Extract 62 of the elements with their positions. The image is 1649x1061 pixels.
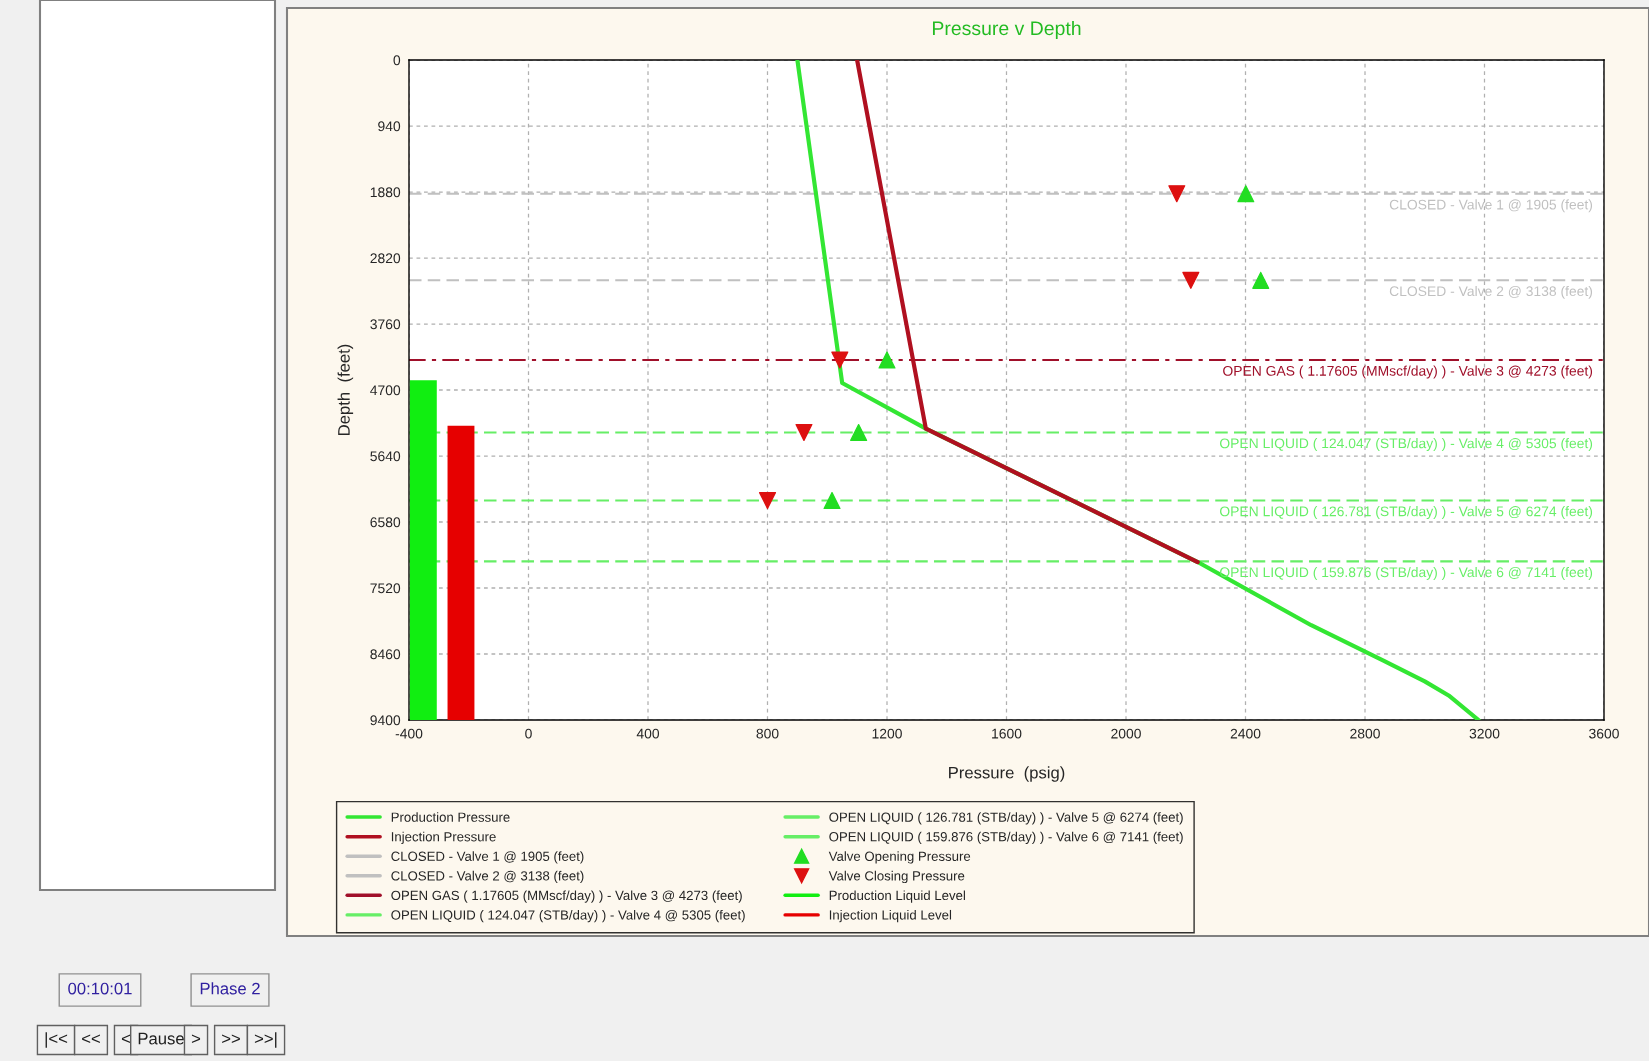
point: [758, 491, 777, 510]
ref-line-label: OPEN GAS ( 1.17605 (MMscf/day) ) - Valve 3 @ 4273 (feet): [1223, 365, 1593, 379]
x-tick-label: 800: [756, 728, 779, 739]
text: CLOSED - Valve 2 @ 3138 (feet): [391, 870, 584, 884]
point: [1237, 185, 1255, 203]
y-tick-label: 0: [393, 55, 401, 66]
point: [1182, 271, 1200, 289]
ref-line-label: CLOSED - Valve 2 @ 3138 (feet): [1389, 285, 1593, 299]
text: >>|: [254, 1032, 277, 1048]
point: [823, 491, 841, 510]
y-tick-label: 9400: [370, 715, 401, 726]
y-axis-title: Depth (feet): [337, 344, 354, 435]
y-tick-label: 7520: [370, 583, 401, 594]
y-tick-label: 8460: [370, 649, 401, 660]
point: [1252, 271, 1270, 289]
text: OPEN LIQUID ( 159.876 (STB/day) ) - Valve 6 @ 7141 (feet): [829, 831, 1183, 845]
text: Phase 2: [200, 982, 260, 995]
x-tick-label: 3200: [1469, 728, 1500, 739]
x-tick-label: 2800: [1350, 728, 1380, 739]
legend-label: Valve Closing Pressure: [828, 870, 965, 884]
point: [878, 351, 896, 369]
text: <<: [82, 1034, 100, 1044]
ref-line-label: OPEN LIQUID ( 159.876 (STB/day) ) - Valve 6 @ 7141 (feet): [1220, 566, 1593, 580]
text: 00:10:01: [68, 982, 132, 995]
x-axis-title: Pressure (psig): [949, 766, 1065, 782]
legend-label: Production Liquid Level: [829, 890, 965, 903]
x-tick-label: 400: [636, 728, 660, 739]
x-tick-label: 2000: [1111, 728, 1141, 739]
text: OPEN LIQUID ( 124.047 (STB/day) ) - Valve 4 @ 5305 (feet): [391, 909, 745, 923]
legend-label: Injection Liquid Level: [829, 909, 952, 923]
text: <: [121, 1034, 131, 1044]
point: [831, 351, 849, 369]
point: [1168, 185, 1186, 203]
y-tick-label: 1880: [370, 187, 401, 198]
ref-line-label: CLOSED - Valve 1 @ 1905 (feet): [1389, 199, 1593, 213]
text: OPEN GAS ( 1.17605 (MMscf/day) ) - Valve 3 @ 4273 (feet): [391, 890, 742, 903]
text: >>: [222, 1034, 240, 1044]
point: [795, 423, 813, 442]
ref-line-label: OPEN LIQUID ( 124.047 (STB/day) ) - Valve 4 @ 5305 (feet): [1220, 438, 1593, 451]
legend-label: Valve Opening Pressure: [828, 851, 971, 864]
x-tick-label: 1600: [992, 728, 1022, 739]
legend-label: Injection Pressure: [391, 831, 496, 845]
text: Pause: [138, 1032, 184, 1045]
chart-title: Pressure v Depth: [932, 20, 1081, 40]
point: [850, 423, 868, 442]
y-tick-label: 5640: [370, 451, 401, 462]
x-tick-label: 3600: [1589, 728, 1619, 739]
y-tick-label: 2820: [370, 253, 401, 264]
y-tick-label: 4700: [370, 385, 401, 396]
x-tick-label: 2400: [1230, 728, 1261, 739]
x-tick-label: 1200: [872, 728, 902, 739]
y-tick-label: 3760: [370, 319, 401, 330]
text: CLOSED - Valve 1 @ 1905 (feet): [391, 851, 584, 864]
ref-line-label: OPEN LIQUID ( 126.781 (STB/day) ) - Valve 5 @ 6274 (feet): [1220, 506, 1593, 520]
x-tick-label: 0: [525, 728, 532, 739]
legend-label: Production Pressure: [391, 812, 510, 822]
text: |<<: [45, 1032, 68, 1048]
x-tick-label: -400: [395, 728, 423, 739]
text: >: [191, 1034, 201, 1044]
text: OPEN LIQUID ( 126.781 (STB/day) ) - Valve 5 @ 6274 (feet): [829, 812, 1183, 825]
y-tick-label: 6580: [370, 517, 401, 528]
y-tick-label: 940: [378, 121, 401, 132]
